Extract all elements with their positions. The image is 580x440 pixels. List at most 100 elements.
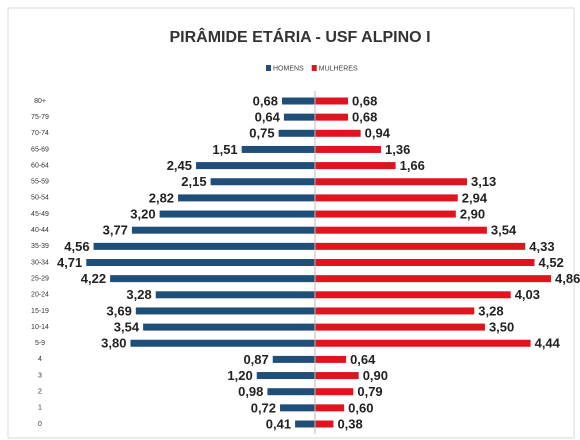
y-tick-label cat: 40-44: [31, 227, 49, 234]
data-label: 0,98: [238, 384, 263, 399]
y-tick-label cat: 35-39: [31, 243, 49, 250]
bar: [315, 388, 354, 396]
bar: [315, 97, 349, 105]
data-label: 0,79: [357, 384, 382, 399]
bar: [196, 162, 315, 170]
bar: [283, 113, 315, 121]
bar: [93, 242, 315, 250]
y-tick-label cat: 3: [38, 372, 42, 379]
y-tick-label cat: 80+: [34, 98, 46, 105]
y-tick-label cat: 75-79: [31, 114, 49, 121]
bar: [210, 178, 315, 186]
y-tick-label cat: 5-9: [35, 340, 45, 347]
y-tick-label cat: 4: [38, 356, 42, 363]
data-label: 4,22: [81, 271, 106, 286]
data-label: 1,20: [227, 368, 252, 383]
data-label: 0,68: [352, 110, 377, 125]
bar: [315, 420, 334, 428]
bar: [155, 291, 315, 299]
chart-frame: [7, 7, 575, 439]
data-label: 2,82: [149, 190, 174, 205]
bar: [315, 145, 382, 153]
bar: [315, 259, 535, 266]
y-tick-label cat: 2: [38, 389, 42, 396]
data-label: 3,80: [101, 336, 126, 351]
data-label: 3,28: [126, 287, 151, 302]
data-label: 2,15: [181, 174, 206, 189]
data-label: 3,54: [114, 320, 140, 335]
data-label: 4,56: [64, 239, 89, 254]
bar: [315, 339, 531, 347]
bar: [315, 275, 551, 283]
bar: [315, 404, 345, 412]
data-label: 2,90: [460, 206, 485, 221]
legend-swatch: [311, 65, 317, 71]
bar: [315, 113, 349, 121]
data-label: 0,68: [253, 93, 278, 108]
y-tick-label cat: 15-19: [31, 308, 49, 315]
y-tick-label cat: 1: [38, 405, 42, 412]
data-label: 0,64: [255, 110, 281, 125]
bar: [272, 355, 315, 363]
data-label: 0,60: [348, 400, 373, 415]
bar: [280, 404, 315, 412]
data-label: 3,28: [478, 303, 503, 318]
y-tick-label cat: 60-64: [31, 162, 49, 169]
y-tick-label cat: 45-49: [31, 211, 49, 218]
bar: [143, 323, 315, 331]
data-label: 0,72: [251, 400, 276, 415]
data-label: 3,13: [471, 174, 496, 189]
bar: [315, 210, 456, 218]
y-tick-label cat: 0: [38, 421, 42, 428]
data-label: 3,77: [103, 223, 128, 238]
data-label: 0,41: [266, 416, 291, 431]
data-label: 4,33: [529, 239, 554, 254]
bar: [295, 420, 315, 428]
data-label: 0,38: [337, 416, 362, 431]
bar: [241, 145, 315, 153]
data-label: 1,36: [385, 142, 410, 157]
y-tick-label cat: 30-34: [31, 259, 49, 266]
chart-title: PIRÂMIDE ETÁRIA - USF ALPINO I: [169, 27, 430, 46]
y-tick-label cat: 70-74: [31, 130, 49, 137]
data-label: 3,20: [130, 206, 155, 221]
bar: [131, 226, 315, 234]
data-label: 1,51: [212, 142, 237, 157]
y-tick-label cat: 20-24: [31, 292, 49, 299]
bar: [315, 242, 526, 250]
data-label: 0,75: [249, 126, 274, 141]
bar: [130, 339, 315, 347]
data-label: 0,90: [363, 368, 388, 383]
data-label: 2,45: [167, 158, 192, 173]
data-label: 0,68: [352, 93, 377, 108]
bar: [315, 194, 458, 202]
bar: [315, 291, 511, 299]
bar: [86, 259, 315, 266]
bar: [315, 178, 467, 186]
bar: [315, 162, 396, 170]
bar: [315, 307, 475, 315]
data-label: 4,44: [535, 336, 561, 351]
bar: [315, 323, 485, 331]
bar: [315, 226, 487, 234]
legend-swatch: [266, 65, 271, 71]
bar: [278, 129, 315, 137]
data-label: 0,87: [243, 352, 268, 367]
data-label: 0,94: [365, 126, 391, 141]
bar: [135, 307, 315, 315]
data-label: 3,50: [489, 320, 514, 335]
data-label: 4,52: [538, 255, 563, 270]
bar: [315, 129, 361, 137]
y-tick-label cat: 50-54: [31, 195, 49, 202]
data-label: 4,86: [555, 271, 580, 286]
y-tick-label cat: 10-14: [31, 324, 49, 331]
bar: [267, 388, 315, 396]
data-label: 3,69: [107, 303, 132, 318]
data-label: 2,94: [462, 190, 488, 205]
bar: [315, 355, 347, 363]
bar: [110, 275, 315, 283]
bar: [256, 372, 315, 380]
legend-label: HOMENS: [273, 65, 304, 72]
y-tick-label cat: 55-59: [31, 179, 49, 186]
